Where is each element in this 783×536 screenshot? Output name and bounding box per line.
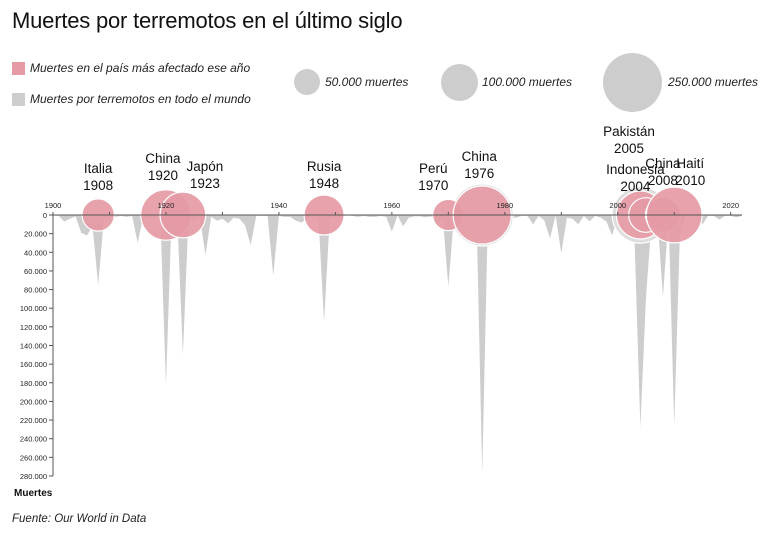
event-year-indonesia-2004: 2004 (620, 179, 651, 194)
event-year-japón-1923: 1923 (190, 176, 220, 191)
world-deaths-area (53, 215, 742, 474)
legend-world: Muertes por terremotos en todo el mundo (12, 92, 251, 106)
y-tick-label-3: 60.000 (24, 267, 47, 276)
x-tick-label-1920: 1920 (158, 201, 175, 210)
event-year-pakistán-2005: 2005 (614, 141, 644, 156)
y-tick-label-9: 180.000 (20, 379, 47, 388)
event-country-china-2008: China (645, 156, 681, 171)
event-country-haití-2010: Haití (676, 156, 704, 171)
y-tick-label-11: 220.000 (20, 416, 47, 425)
size-legend-circle-250k (603, 53, 662, 112)
y-tick-label-5: 100.000 (20, 304, 47, 313)
y-tick-label-4: 80.000 (24, 286, 47, 295)
x-tick-label-1960: 1960 (384, 201, 401, 210)
legend-affected-swatch (12, 61, 25, 75)
axes-layer: 1900 1920 1940 1960 1980 2000 2020 0 20.000 40.00… (14, 201, 742, 499)
size-legend-circle-50k (294, 69, 320, 95)
event-year-china-1976: 1976 (464, 166, 494, 181)
event-year-perú-1970: 1970 (418, 178, 448, 193)
event-country-indonesia-2004: Indonesia (606, 162, 665, 177)
y-tick-label-2: 40.000 (24, 248, 47, 257)
event-year-haití-2010: 2010 (675, 173, 705, 188)
size-legend-circle-100k (441, 64, 478, 101)
chart-title: Muertes por terremotos en el último sigl… (12, 8, 403, 33)
size-legend-label-50k: 50.000 muertes (325, 75, 409, 89)
event-country-pakistán-2005: Pakistán (603, 124, 655, 139)
x-tick-label-1940: 1940 (271, 201, 288, 210)
y-tick-label-12: 240.000 (20, 435, 47, 444)
y-tick-label-1: 20.000 (24, 230, 47, 239)
x-tick-label-2000: 2000 (609, 201, 626, 210)
legend-world-label: Muertes por terremotos en todo el mundo (30, 92, 251, 106)
y-tick-label-13: 260.000 (20, 453, 47, 462)
event-year-china-1920: 1920 (148, 168, 178, 183)
y-tick-label-14: 280.000 (20, 472, 47, 481)
event-country-rusia-1948: Rusia (307, 159, 342, 174)
y-tick-label-6: 120.000 (20, 323, 47, 332)
y-tick-label-10: 200.000 (20, 397, 47, 406)
event-country-china-1920: China (145, 151, 181, 166)
x-tick-label-1980: 1980 (496, 201, 513, 210)
legend-affected-label: Muertes en el país más afectado ese año (30, 61, 251, 75)
event-country-perú-1970: Perú (419, 161, 448, 176)
event-country-japón-1923: Japón (186, 159, 223, 174)
event-country-china-1976: China (462, 149, 498, 164)
world-deaths-path (53, 215, 742, 474)
y-tick-label-8: 160.000 (20, 360, 47, 369)
event-labels-layer: Italia 1908 China 1920 Japón 1923 Rusia 1948 Per… (83, 124, 705, 194)
x-tick-label-1900: 1900 (45, 201, 62, 210)
legend-affected: Muertes en el país más afectado ese año (12, 61, 250, 75)
event-country-italia-1908: Italia (84, 161, 113, 176)
x-tick-label-2020: 2020 (722, 201, 739, 210)
y-tick-label-7: 140.000 (20, 342, 47, 351)
source-note: Fuente: Our World in Data (12, 513, 147, 525)
size-legend-label-100k: 100.000 muertes (482, 75, 573, 89)
y-tick-label-0: 0 (43, 211, 47, 220)
event-year-rusia-1948: 1948 (309, 176, 339, 191)
y-axis-label: Muertes (14, 488, 53, 499)
event-year-italia-1908: 1908 (83, 178, 113, 193)
event-year-china-2008: 2008 (648, 173, 678, 188)
size-legend-label-250k: 250.000 muertes (668, 75, 759, 89)
legend-world-swatch (12, 92, 25, 106)
